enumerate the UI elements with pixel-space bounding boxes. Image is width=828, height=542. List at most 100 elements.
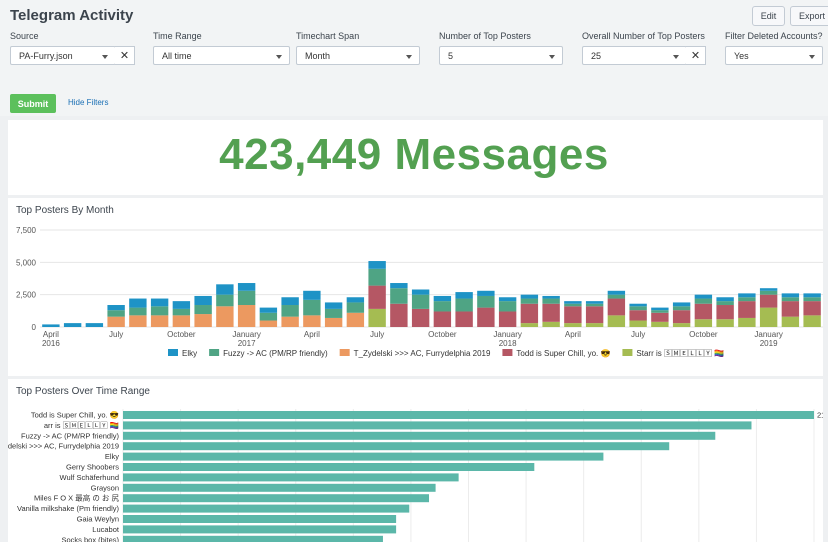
message-count-value: 423,449 Messages [219, 130, 609, 179]
bar-segment [281, 305, 299, 317]
bar-segment [759, 294, 778, 308]
bar-segment [259, 320, 278, 327]
top-posters-dropdown[interactable]: 5 [439, 46, 563, 65]
bar-segment [738, 293, 756, 298]
bar-segment [237, 283, 256, 291]
bar [123, 535, 383, 542]
legend-label: T_Zydelski >>> AC, Furrydelphia 2019 [354, 349, 491, 358]
bar-segment [781, 316, 800, 327]
category-label: ydelski >>> AC, Furrydelphia 2019 [8, 442, 119, 451]
bar-segment [694, 294, 713, 299]
bar-segment [585, 303, 604, 307]
bar-segment [498, 297, 517, 302]
bar-segment [542, 321, 560, 327]
x-tick-label: October [689, 330, 718, 339]
bar-segment [520, 323, 539, 327]
category-label: Wulf Schäferhund [60, 473, 119, 482]
bar-segment [390, 288, 408, 304]
x-tick-label: January [493, 330, 521, 339]
bar-segment [150, 298, 169, 307]
bar-segment [694, 303, 713, 320]
overall-top-dropdown[interactable]: 25 [582, 46, 687, 65]
bar-segment [738, 317, 756, 327]
export-button[interactable]: Export [790, 6, 828, 26]
bar-segment [607, 298, 626, 316]
bar [123, 515, 397, 523]
bar-segment [455, 298, 473, 312]
category-label: arr is 🅂🄼🄴🄻🄻🅈 🏳️‍🌈 [44, 421, 119, 430]
edit-button[interactable]: Edit [752, 6, 785, 26]
bar-segment [237, 305, 256, 327]
x-tick-year-label: 2019 [760, 339, 778, 348]
bar-segment [368, 285, 386, 309]
x-tick-label: April [43, 330, 59, 339]
bar-segment [672, 323, 691, 327]
x-tick-label: January [232, 330, 260, 339]
deleted-dropdown[interactable]: Yes [725, 46, 823, 65]
hide-filters-link[interactable]: Hide Filters [68, 98, 109, 107]
x-tick-year-label: 2017 [238, 339, 256, 348]
bar-segment [781, 297, 800, 302]
chart-title: Top Posters By Month [16, 205, 114, 216]
submit-button[interactable]: Submit [10, 94, 56, 113]
bar-segment [498, 301, 517, 312]
source-clear-button[interactable]: ✕ [115, 46, 135, 65]
bar-segment [716, 319, 734, 327]
bar-segment [433, 301, 452, 312]
bar-segment [150, 315, 169, 327]
source-dropdown[interactable]: PA-Furry.json [10, 46, 116, 65]
close-icon: ✕ [119, 50, 130, 62]
bar-segment [607, 290, 626, 295]
horizontal-bar-chart: Todd is Super Chill, yo. 😎arr is 🅂🄼🄴🄻🄻🅈 … [8, 409, 823, 542]
bar-segment [716, 305, 734, 320]
bar [123, 442, 670, 451]
chevron-down-icon [276, 55, 282, 59]
bar-segment [303, 290, 321, 300]
bar-value-label: 21 [817, 411, 823, 420]
chevron-down-icon [809, 55, 815, 59]
message-count-panel: 423,449 Messages [8, 120, 823, 195]
bar-segment [651, 321, 669, 327]
x-tick-year-label: 2016 [42, 339, 60, 348]
bar-segment [346, 312, 365, 327]
bar-segment [324, 308, 343, 318]
bar-segment [629, 320, 647, 327]
time-range-value: All time [162, 50, 192, 61]
bar-segment [433, 311, 452, 327]
bar-segment [42, 324, 60, 327]
bar-segment [281, 297, 299, 306]
category-label: Lucabot [92, 525, 120, 534]
x-tick-label: July [109, 330, 123, 339]
bar [123, 421, 752, 430]
bar-segment [803, 301, 821, 316]
legend-label: Starr is 🅂🄼🄴🄻🄻🅈 🏳️‍🌈 [636, 349, 724, 358]
bar-segment [520, 298, 539, 304]
bar-segment [368, 261, 386, 269]
bar-segment [520, 294, 539, 299]
legend-swatch [339, 349, 350, 356]
timechart-span-dropdown[interactable]: Month [296, 46, 420, 65]
x-tick-label: April [565, 330, 581, 339]
bar-segment [477, 295, 495, 308]
time-range-dropdown[interactable]: All time [153, 46, 290, 65]
legend-swatch [622, 349, 633, 356]
overall-top-value: 25 [591, 50, 602, 61]
bar-segment [629, 306, 647, 311]
x-tick-label: July [370, 330, 384, 339]
bar-segment [542, 295, 560, 299]
category-label: Todd is Super Chill, yo. 😎 [31, 411, 119, 420]
bar-segment [738, 297, 756, 302]
bar-segment [129, 298, 147, 308]
bar-segment [498, 311, 517, 327]
bar-segment [672, 302, 691, 307]
bar-segment [759, 307, 778, 327]
bar-segment [172, 315, 191, 327]
bar-segment [585, 323, 604, 327]
bar-segment [433, 295, 452, 302]
top-posters-by-month-panel: Top Posters By Month 7,500 5,000 2,500 0 Apr… [8, 198, 823, 376]
overall-top-clear-button[interactable]: ✕ [686, 46, 706, 65]
bar-segment [411, 289, 430, 295]
y-tick-label: 2,500 [16, 291, 37, 300]
bar-segment [216, 306, 234, 327]
bar-segment [803, 293, 821, 298]
